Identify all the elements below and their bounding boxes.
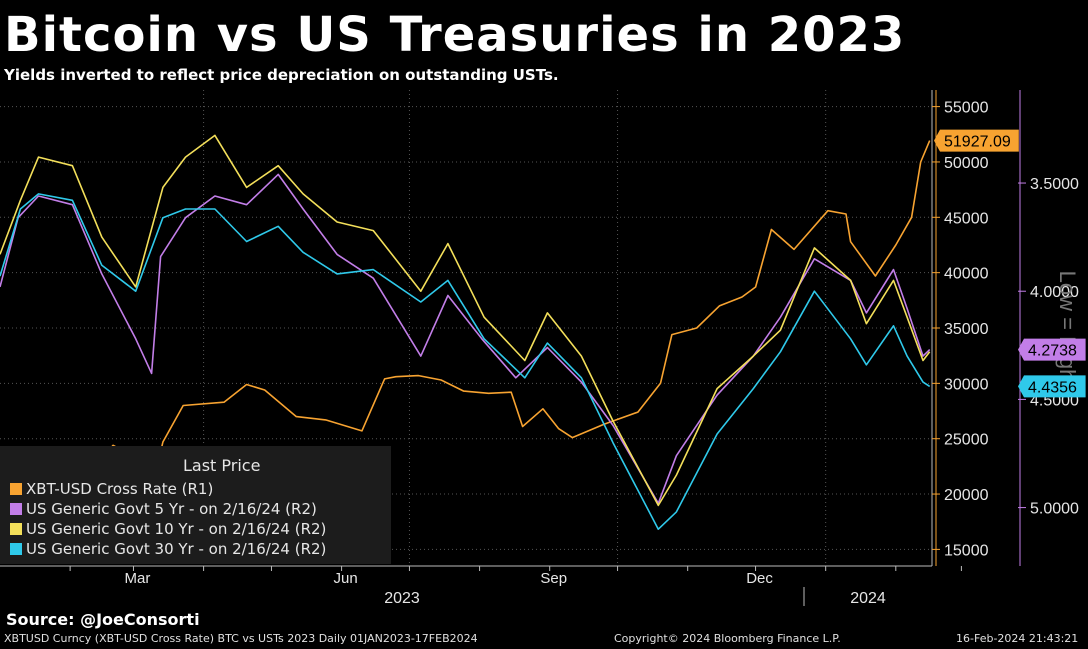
last-value-30yr-box — [1018, 375, 1086, 398]
x-tick-label: Sep — [540, 570, 567, 587]
last-value-xbt-box — [934, 129, 1019, 152]
legend-item-5yr: US Generic Govt 5 Yr - on 2/16/24 (R2) — [10, 500, 317, 518]
year-label: 2023 — [384, 590, 420, 607]
legend: Last Price XBT-USD Cross Rate (R1) US Ge… — [0, 446, 391, 564]
footer-timestamp: 16-Feb-2024 21:43:21 — [956, 632, 1079, 645]
legend-swatch-icon — [10, 543, 22, 555]
x-tick-label: Dec — [746, 570, 773, 587]
r1-tick-label: 55000 — [944, 100, 989, 117]
r1-tick-label: 20000 — [944, 487, 989, 504]
r1-tick-label: 30000 — [944, 376, 989, 393]
r1-tick-label: 40000 — [944, 266, 989, 283]
x-tick-label: Mar — [125, 570, 151, 587]
series-line-us-generic-govt-5-yr — [0, 173, 931, 505]
legend-label: XBT-USD Cross Rate (R1) — [26, 480, 214, 498]
series-line-us-generic-govt-10-yr — [0, 134, 931, 507]
r1-tick-label: 45000 — [944, 210, 989, 227]
r1-tick-label: 50000 — [944, 155, 989, 172]
r1-tick-label: 15000 — [944, 542, 989, 559]
year-label: 2024 — [850, 590, 886, 607]
series-line-us-generic-govt-30-yr — [0, 193, 931, 531]
footer-description: XBTUSD Curncy (XBT-USD Cross Rate) BTC v… — [4, 632, 478, 645]
last-value-xbt: 51927.09 — [944, 134, 1011, 151]
legend-swatch-icon — [10, 483, 22, 495]
r2-tick-label: 4.0000 — [1030, 284, 1079, 301]
legend-header: Last Price — [183, 456, 261, 475]
r2-tick-label: 3.5000 — [1030, 176, 1079, 193]
legend-item-10yr: US Generic Govt 10 Yr - on 2/16/24 (R2) — [10, 520, 326, 538]
axis-labels: 55000 50000 45000 40000 35000 30000 25000 20000… — [125, 100, 1086, 607]
chart-title: Bitcoin vs US Treasuries in 2023 — [4, 7, 906, 63]
axes — [0, 90, 1026, 606]
legend-item-xbt: XBT-USD Cross Rate (R1) — [10, 480, 213, 498]
chart-subtitle: Yields inverted to reflect price depreci… — [4, 66, 559, 84]
legend-label: US Generic Govt 5 Yr - on 2/16/24 (R2) — [26, 500, 317, 518]
legend-label: US Generic Govt 10 Yr - on 2/16/24 (R2) — [26, 520, 327, 538]
r1-tick-label: 35000 — [944, 321, 989, 338]
legend-label: US Generic Govt 30 Yr - on 2/16/24 (R2) — [26, 540, 327, 558]
last-value-30yr: 4.4356 — [1028, 379, 1077, 396]
footer-copyright: Copyright© 2024 Bloomberg Finance L.P. — [614, 632, 841, 645]
legend-swatch-icon — [10, 523, 22, 535]
r1-tick-label: 25000 — [944, 432, 989, 449]
last-value-5yr-box — [1018, 338, 1086, 361]
r2-side-label: Low = High — [1055, 271, 1080, 382]
last-value-5yr: 4.2738 — [1028, 343, 1077, 360]
legend-swatch-icon — [10, 503, 22, 515]
legend-item-30yr: US Generic Govt 30 Yr - on 2/16/24 (R2) — [10, 540, 326, 558]
r2-tick-label: 5.0000 — [1030, 501, 1079, 518]
x-tick-label: Jun — [333, 570, 357, 587]
source-credit: Source: @JoeConsorti — [6, 610, 200, 629]
grid-lines — [0, 90, 932, 566]
